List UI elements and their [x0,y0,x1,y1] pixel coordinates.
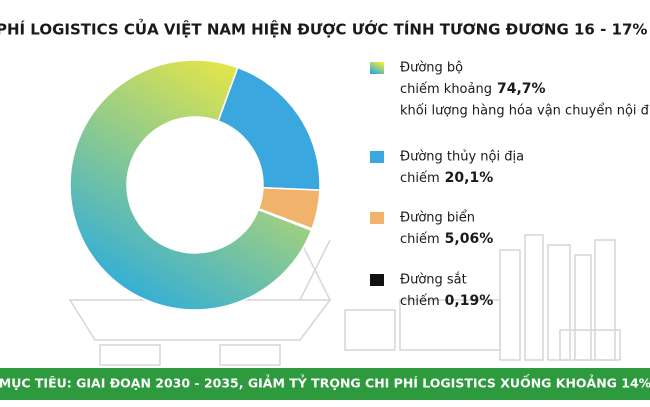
background-illustration [68,234,621,366]
legend-label: Đường bộ [400,61,463,76]
legend-label: Đường thủy nội địa [400,150,524,165]
donut-slice [69,59,313,311]
legend-label: Đường sắt [400,273,467,288]
footer-text: MỤC TIÊU: GIAI ĐOẠN 2030 - 2035, GIẢM TỶ… [0,374,650,391]
legend-swatch [370,151,384,163]
label-prefix: chiếm [400,294,440,309]
donut-slice [257,207,314,232]
legend-swatch [370,274,384,286]
label-prefix: chiếm [400,171,440,186]
chart-title: CHI PHÍ LOGISTICS CỦA VIỆT NAM HIỆN ĐƯỢC… [0,18,650,39]
legend-value-line: chiếm 0,19% [400,293,493,309]
legend-note: khối lượng hàng hóa vận chuyển nội địa [400,104,650,119]
legend-swatch [370,62,384,74]
legend-value-line: chiếm khoảng 74,7% [400,81,546,97]
donut [69,59,321,311]
legend-swatch [370,212,384,224]
value-label: 74,7% [497,81,546,97]
footer-banner [0,368,650,400]
value-label: 20,1% [445,170,494,186]
value-label: 0,19% [445,293,494,309]
legend-value-line: chiếm 5,06% [400,231,493,247]
legend: Đường bộ chiếm khoảng 74,7% khối lượng hàng… [370,61,650,309]
donut-slice [217,66,321,191]
value-label: 5,06% [445,231,494,247]
label-prefix: chiếm khoảng [400,82,492,97]
legend-label: Đường biển [400,211,475,226]
legend-value-line: chiếm 20,1% [400,170,493,186]
label-prefix: chiếm [400,232,440,247]
